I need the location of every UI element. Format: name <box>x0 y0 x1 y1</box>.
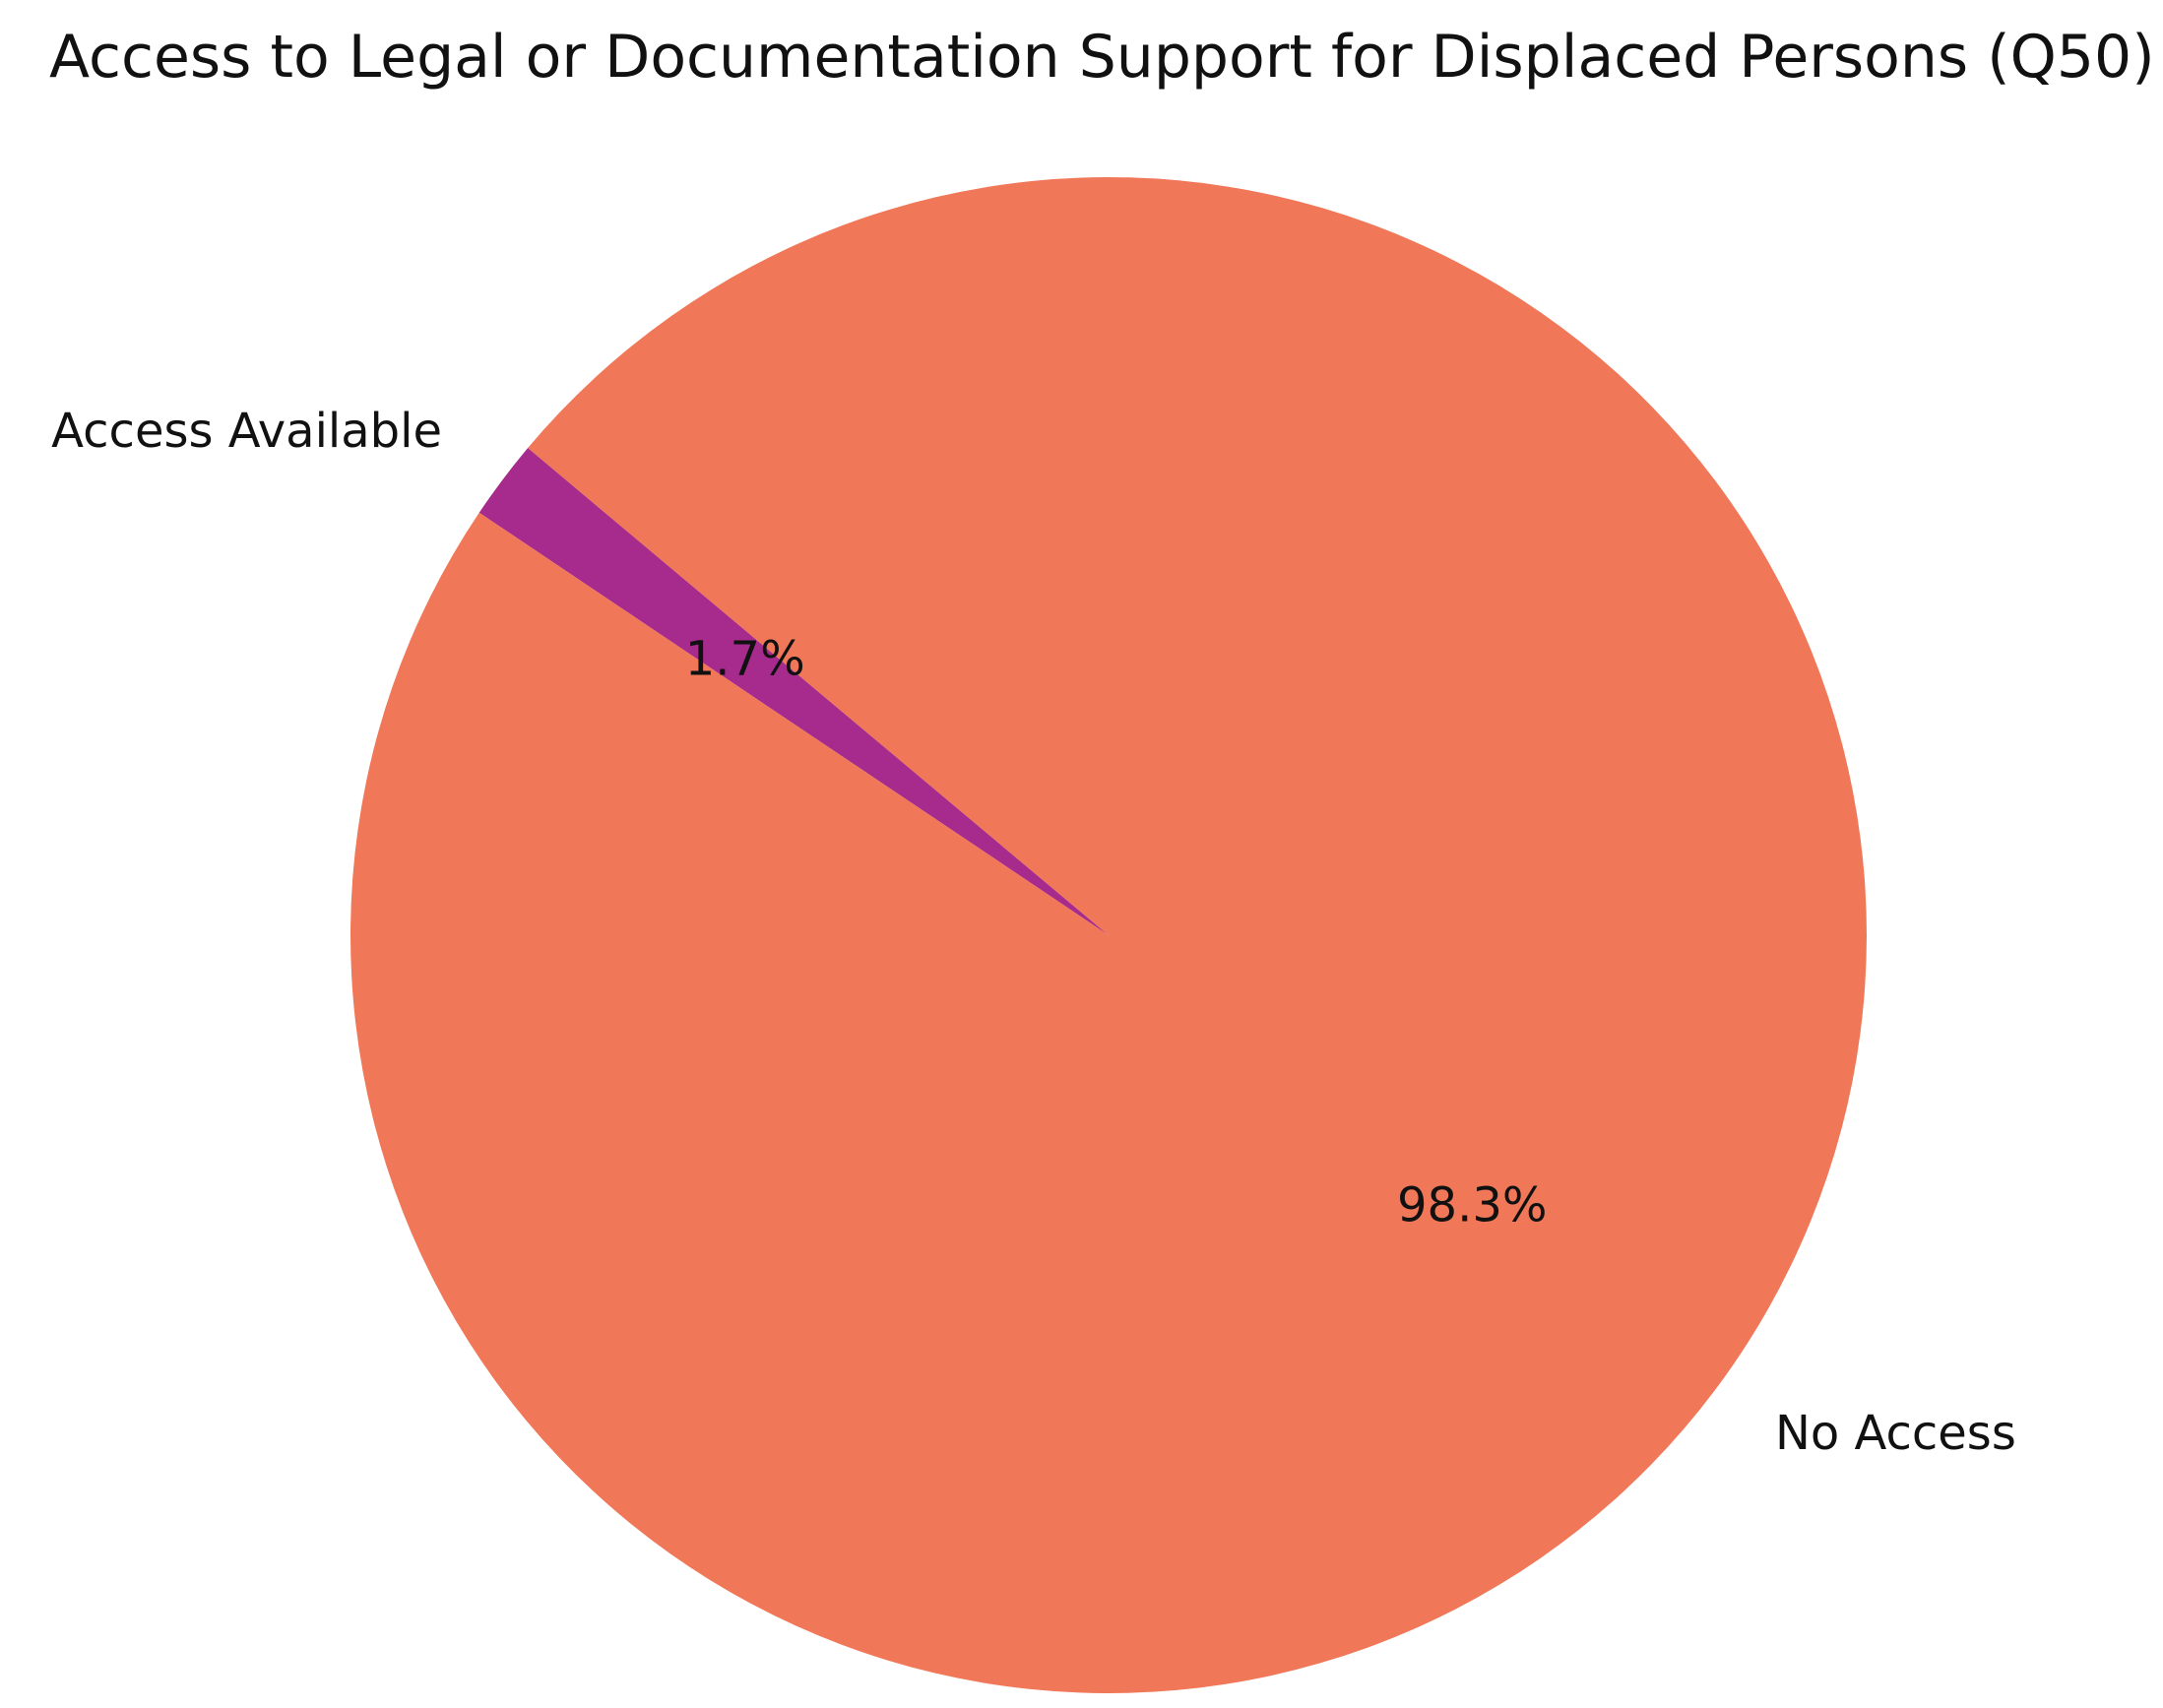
pie-slice-access-available <box>478 448 1109 935</box>
pie-slice-no-access <box>350 176 1868 1693</box>
slice-percentage-label: 98.3% <box>1397 1178 1547 1234</box>
slice-percentage-label: 1.7% <box>685 631 805 686</box>
slice-label: Access Available <box>51 404 442 459</box>
slice-label: No Access <box>1775 1406 2016 1461</box>
pie-labels: Access Available 1.7% No Access 98.3% <box>51 404 2016 1461</box>
pie-slices <box>350 176 1868 1693</box>
chart-title: Access to Legal or Documentation Support… <box>49 23 2155 92</box>
